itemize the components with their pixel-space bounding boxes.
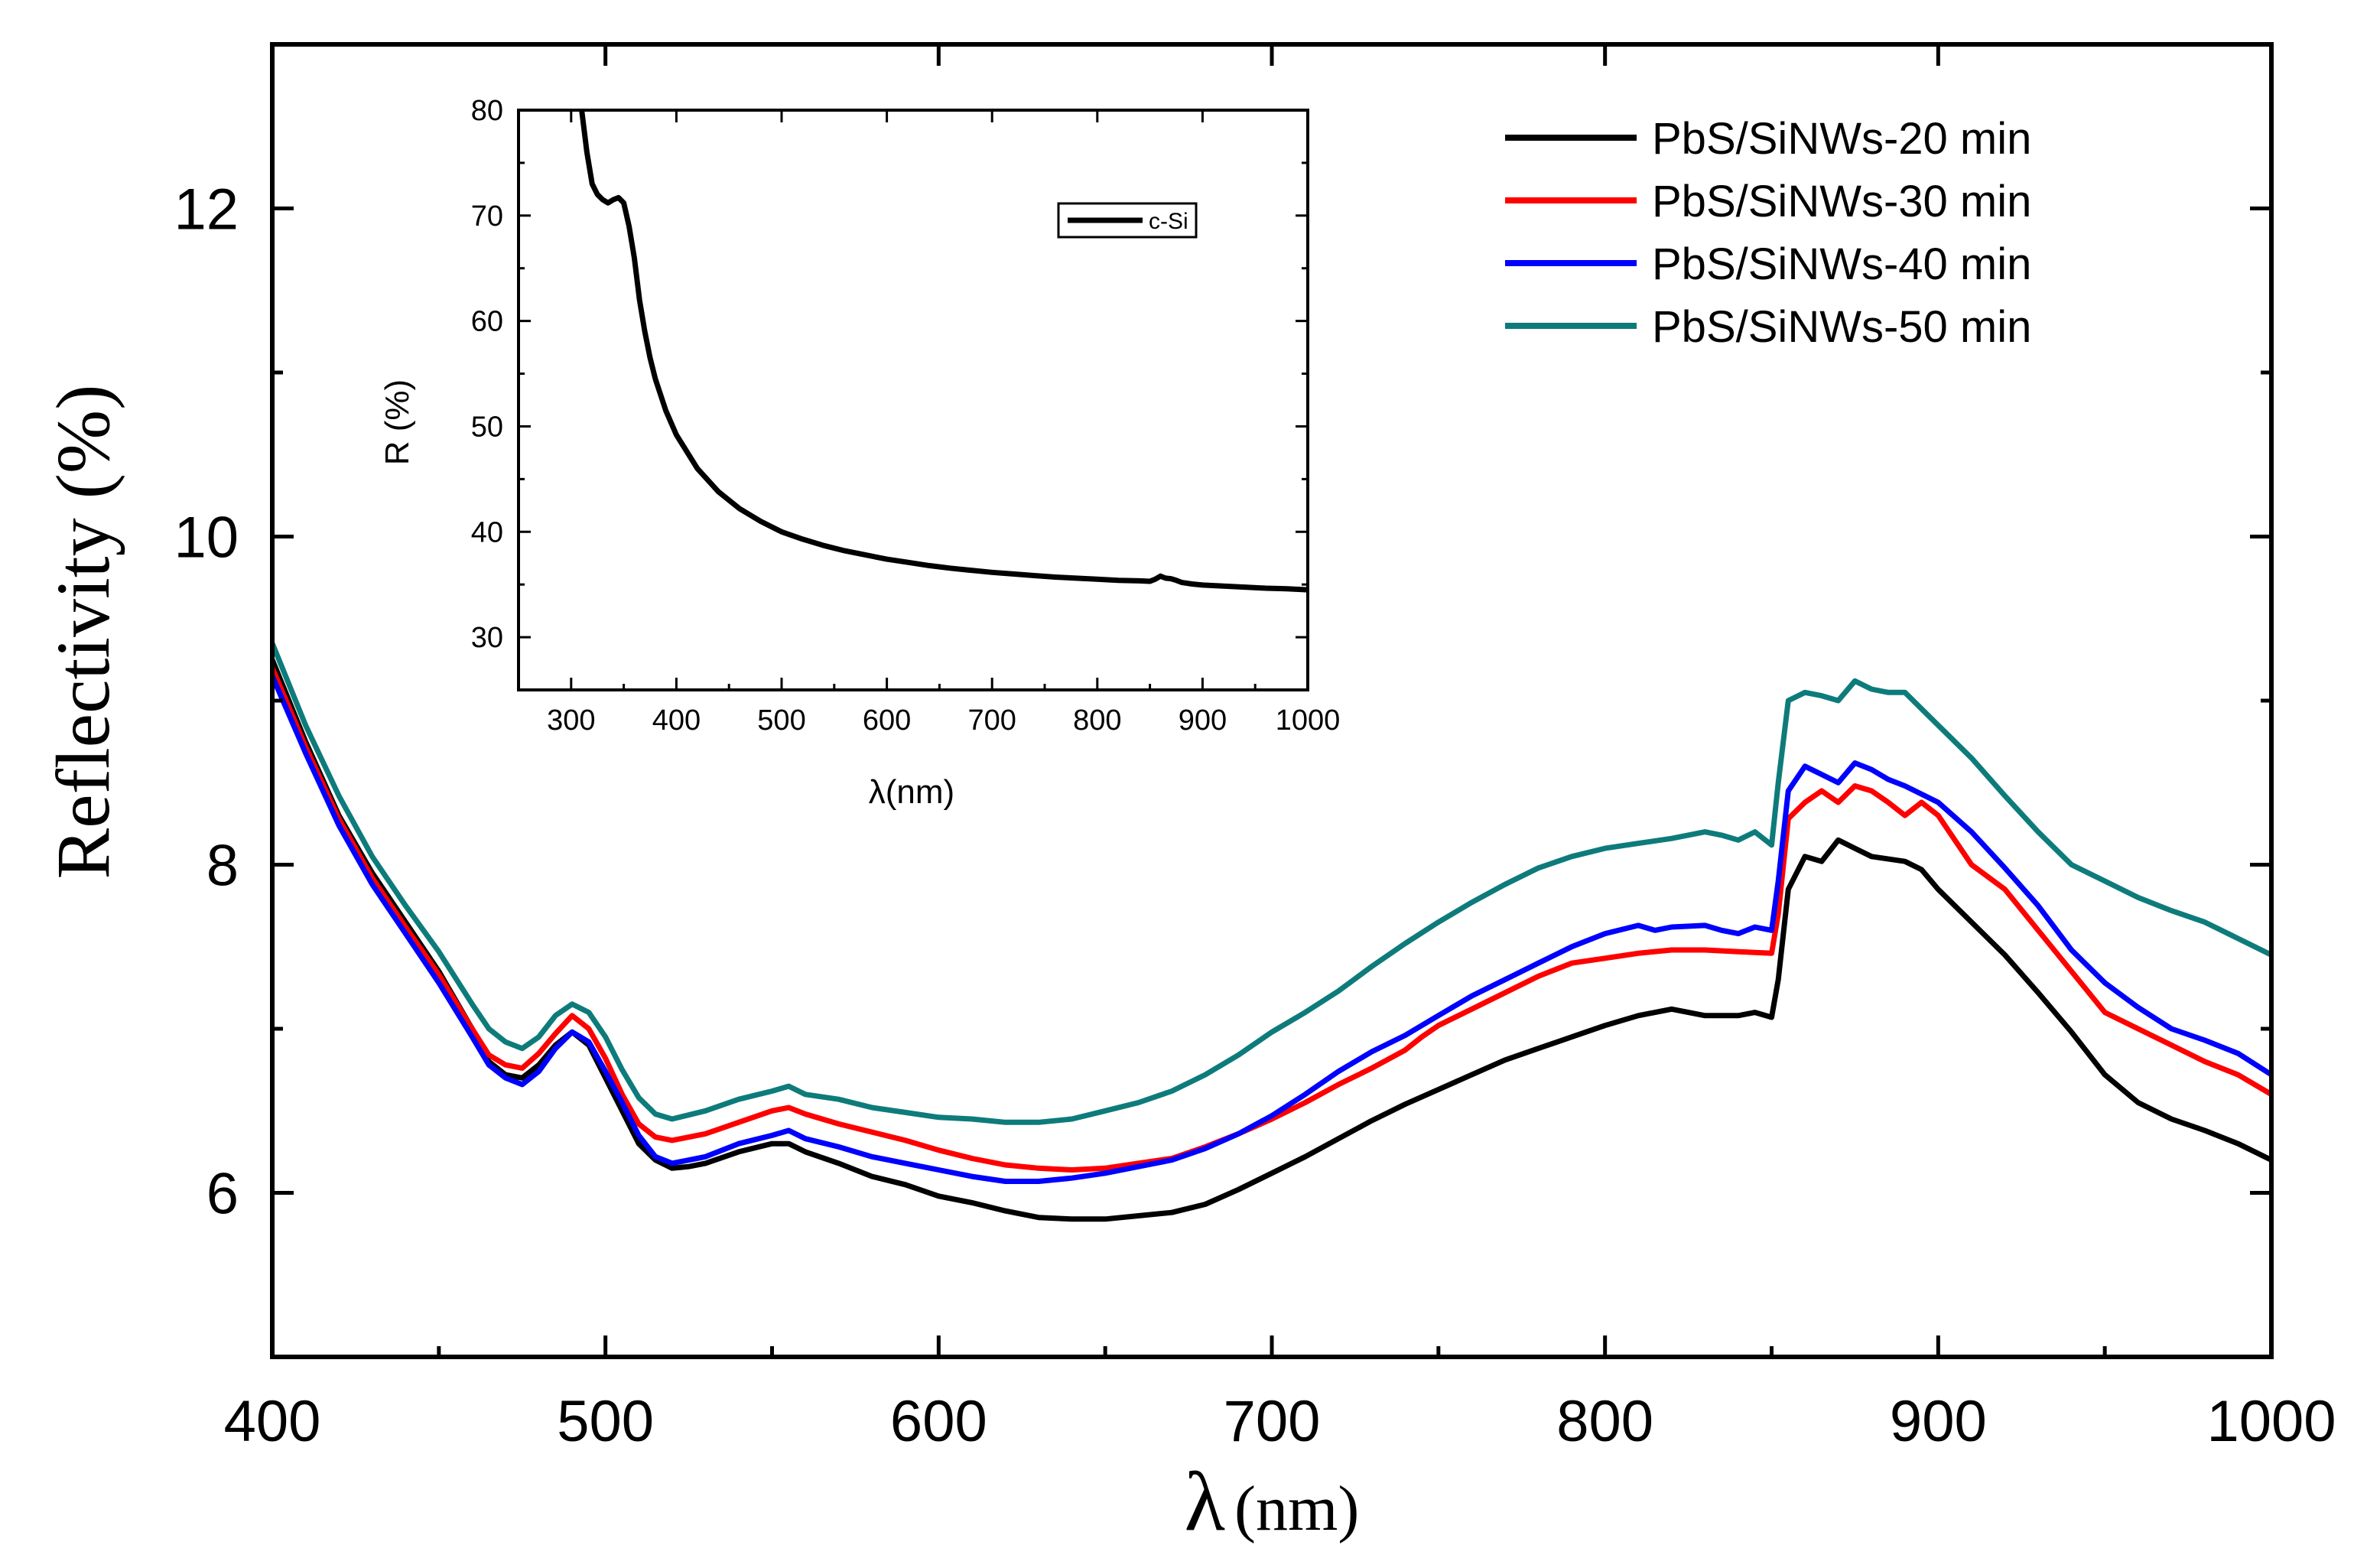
main-x-tick-label: 800 [1556, 1389, 1653, 1454]
inset-plot-frame [517, 109, 1309, 691]
main-y-tick-label: 8 [206, 834, 239, 899]
x-axis-symbol: λ [1185, 1455, 1225, 1548]
legend-label-30min: PbS/SiNWs-30 min [1652, 177, 2031, 226]
inset-y-tick-label: 60 [471, 306, 503, 338]
inset-x-tick-label: 400 [652, 704, 701, 737]
inset-plot: 300 400 500 600 700 800 900 1000 30 40 50 60 70 80 R… [379, 95, 1340, 811]
main-y-axis-title: Reflectivity (%) [41, 385, 125, 880]
main-series-group [269, 642, 2273, 1222]
x-axis-unit: (nm) [1234, 1473, 1359, 1544]
inset-x-tick-label: 300 [547, 704, 595, 737]
inset-series-line-0 [579, 109, 1309, 593]
inset-x-tick-label: 900 [1179, 704, 1227, 737]
main-y-tick-label: 10 [174, 506, 239, 571]
main-y-ticks: 6 8 10 12 [174, 42, 2271, 1359]
inset-x-tick-label: 700 [967, 704, 1016, 737]
main-x-tick-label: 700 [1224, 1389, 1321, 1454]
main-y-tick-label: 6 [206, 1162, 239, 1227]
inset-x-axis-title: λ(nm) [869, 773, 954, 811]
legend-label-20min: PbS/SiNWs-20 min [1652, 114, 2031, 164]
main-series-line-3 [269, 642, 2273, 1125]
legend-label-40min: PbS/SiNWs-40 min [1652, 239, 2031, 289]
inset-series-group [579, 109, 1309, 593]
inset-y-tick-label: 50 [471, 411, 503, 443]
legend-label-50min: PbS/SiNWs-50 min [1652, 302, 2031, 352]
inset-background [519, 110, 1308, 690]
main-series-line-1 [269, 666, 2273, 1173]
inset-y-axis-title: R (%) [379, 379, 416, 465]
inset-x-tick-label: 600 [863, 704, 911, 737]
main-x-tick-label: 600 [890, 1389, 987, 1454]
main-x-tick-label: 1000 [2206, 1389, 2336, 1454]
main-x-ticks: 400 500 600 700 800 900 1000 [224, 44, 2336, 1454]
main-x-axis-title: λ (nm) [1185, 1455, 1360, 1548]
inset-x-ticks: 300 400 500 600 700 800 900 1000 [517, 110, 1341, 737]
main-x-tick-label: 500 [557, 1389, 654, 1454]
inset-y-tick-label: 30 [471, 622, 503, 654]
main-plot: 400 500 600 700 800 900 1000 6 8 10 12 Reflectivi… [41, 42, 2336, 1548]
inset-y-ticks: 30 40 50 60 70 80 [471, 95, 1308, 691]
main-legend: PbS/SiNWs-20 min PbS/SiNWs-30 min PbS/Si… [1505, 114, 2031, 352]
inset-x-tick-label: 1000 [1276, 704, 1341, 737]
main-series-line-2 [269, 675, 2273, 1184]
main-x-tick-label: 400 [224, 1389, 321, 1454]
main-x-tick-label: 900 [1890, 1389, 1987, 1454]
inset-legend: c-Si [1057, 202, 1198, 239]
inset-y-tick-label: 80 [471, 95, 503, 127]
inset-y-tick-label: 70 [471, 200, 503, 233]
inset-x-tick-label: 500 [757, 704, 805, 737]
inset-legend-label: c-Si [1149, 209, 1188, 234]
inset-y-tick-label: 40 [471, 516, 503, 548]
main-y-tick-label: 12 [174, 177, 239, 242]
inset-x-tick-label: 800 [1073, 704, 1121, 737]
